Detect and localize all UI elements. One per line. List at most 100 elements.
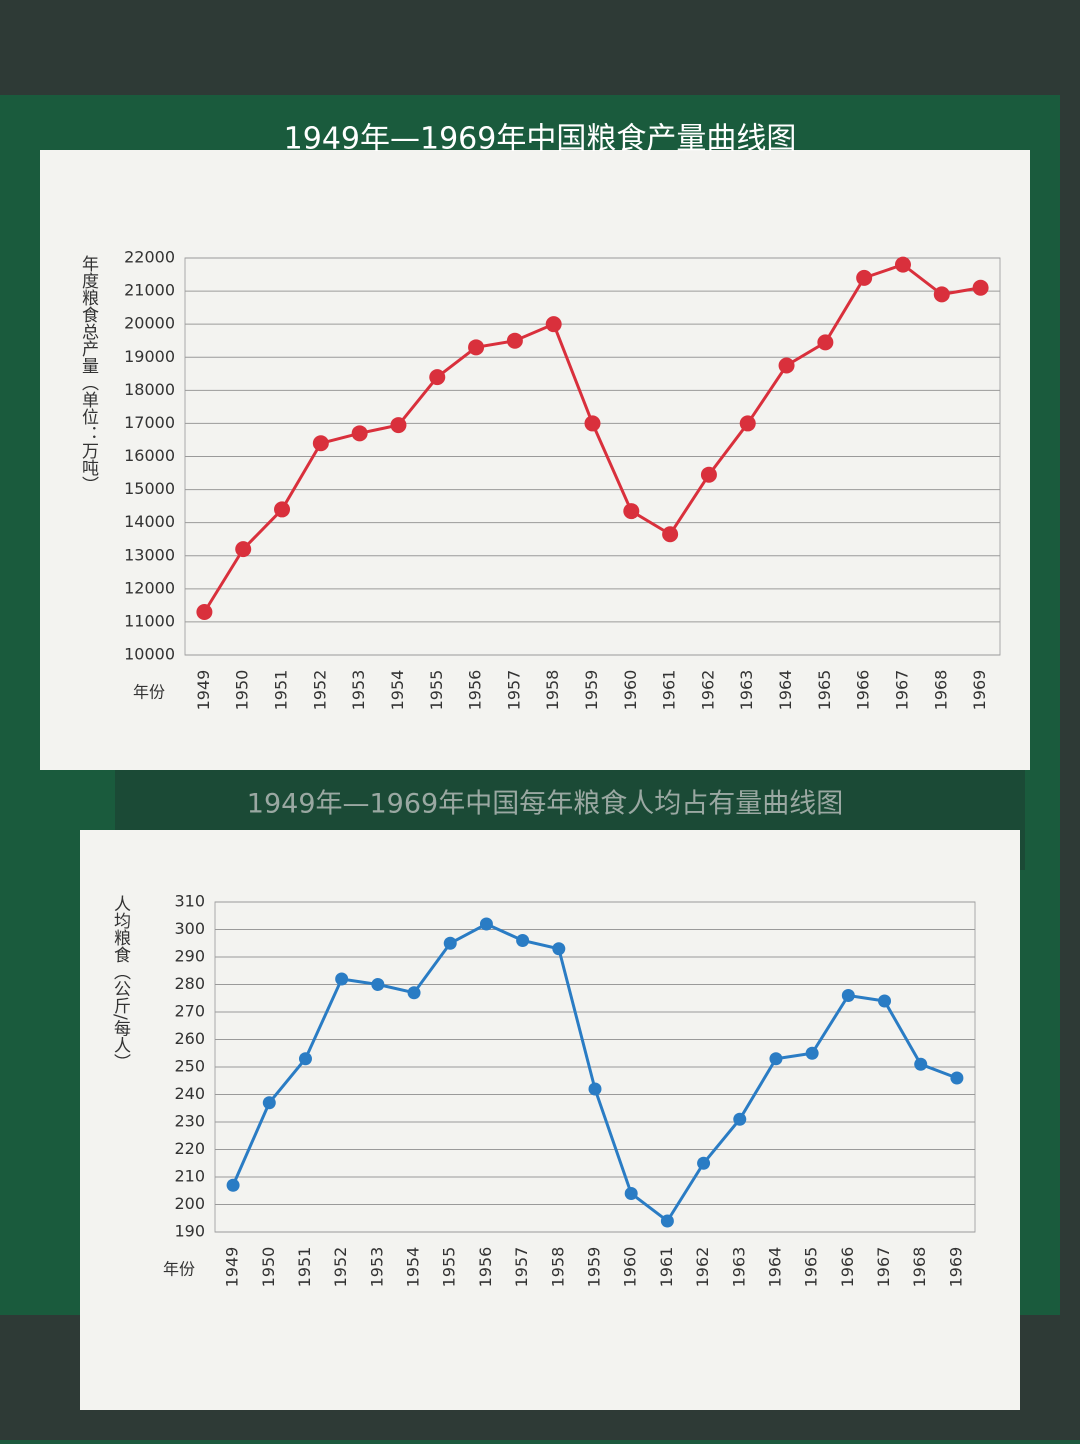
point xyxy=(933,286,950,303)
point xyxy=(516,934,530,947)
point xyxy=(390,417,407,434)
y-tick-label: 11000 xyxy=(124,611,175,630)
x-tick-label: 1954 xyxy=(404,1247,423,1288)
x-tick-label: 1966 xyxy=(838,1247,857,1288)
point xyxy=(778,357,795,374)
x-tick-label: 1958 xyxy=(543,670,562,711)
point xyxy=(624,1187,638,1200)
x-tick-label: 1949 xyxy=(223,1247,242,1288)
point xyxy=(894,256,911,273)
point xyxy=(335,972,349,986)
x-tick-label: 1965 xyxy=(815,670,834,711)
point xyxy=(841,989,855,1002)
x-tick-label: 1956 xyxy=(466,670,485,711)
point xyxy=(623,503,640,520)
point xyxy=(660,1214,674,1228)
point xyxy=(443,936,457,950)
point xyxy=(697,1156,711,1170)
x-tick-label: 1951 xyxy=(272,670,291,711)
y-tick-label: 16000 xyxy=(124,446,175,465)
chart-title: 1949年—1969年中国每年粮食人均占有量曲线图 xyxy=(247,789,843,820)
x-tick-label: 1959 xyxy=(582,670,601,711)
point xyxy=(274,501,291,518)
x-tick-label: 1969 xyxy=(970,670,989,711)
point xyxy=(950,1071,964,1085)
point xyxy=(235,541,252,558)
x-tick-label: 1969 xyxy=(946,1247,965,1288)
y-tick-label: 230 xyxy=(174,1112,205,1131)
y-axis-label: 年度粮食总产量（单位：万吨） xyxy=(78,255,99,493)
y-tick-label: 250 xyxy=(174,1057,205,1076)
x-tick-label: 1955 xyxy=(440,1247,459,1288)
point xyxy=(429,369,446,386)
chart-title: 1949年—1969年中国粮食产量曲线图 xyxy=(284,122,797,157)
point xyxy=(468,339,485,356)
x-tick-label: 1964 xyxy=(776,670,795,711)
y-tick-label: 310 xyxy=(174,892,205,911)
x-tick-label: 1968 xyxy=(931,670,950,711)
x-tick-label: 1961 xyxy=(660,670,679,711)
x-tick-label: 1962 xyxy=(698,670,717,711)
point xyxy=(196,603,213,620)
x-tick-label: 1959 xyxy=(585,1247,604,1288)
point xyxy=(262,1096,276,1110)
y-tick-label: 18000 xyxy=(124,380,175,399)
point xyxy=(769,1052,783,1066)
point xyxy=(805,1046,819,1060)
y-tick-label: 13000 xyxy=(124,545,175,564)
point xyxy=(407,986,421,1000)
point xyxy=(312,435,329,452)
x-tick-label: 1958 xyxy=(548,1247,567,1288)
y-tick-label: 190 xyxy=(174,1222,205,1241)
y-tick-label: 22000 xyxy=(124,248,175,267)
x-tick-label: 1963 xyxy=(737,670,756,711)
x-tick-label: 1960 xyxy=(621,1247,640,1288)
x-tick-label: 1961 xyxy=(657,1247,676,1288)
y-tick-label: 300 xyxy=(174,919,205,938)
y-axis-label: 人均粮食（公斤/每人） xyxy=(110,895,131,1071)
y-tick-label: 270 xyxy=(174,1002,205,1021)
x-tick-label: 1955 xyxy=(427,670,446,711)
y-tick-label: 20000 xyxy=(124,314,175,333)
y-tick-label: 21000 xyxy=(124,281,175,300)
x-tick-label: 1968 xyxy=(910,1247,929,1288)
y-tick-label: 12000 xyxy=(124,578,175,597)
x-tick-label: 1949 xyxy=(194,670,213,711)
point xyxy=(817,334,834,351)
y-tick-label: 15000 xyxy=(124,479,175,498)
x-tick-label: 1952 xyxy=(331,1247,350,1288)
x-tick-label: 1963 xyxy=(729,1247,748,1288)
panel xyxy=(80,830,1020,1410)
y-tick-label: 10000 xyxy=(124,645,175,664)
y-tick-label: 210 xyxy=(174,1167,205,1186)
y-tick-label: 220 xyxy=(174,1139,205,1158)
y-tick-label: 240 xyxy=(174,1084,205,1103)
x-tick-label: 1953 xyxy=(367,1247,386,1288)
point xyxy=(351,425,368,442)
x-tick-label: 1966 xyxy=(854,670,873,711)
point xyxy=(371,978,385,991)
panel xyxy=(40,150,1030,770)
x-tick-label: 1950 xyxy=(259,1247,278,1288)
y-tick-label: 280 xyxy=(174,974,205,993)
x-axis-label: 年份 xyxy=(163,1260,195,1279)
x-axis-label: 年份 xyxy=(133,683,165,702)
point xyxy=(856,269,873,286)
point xyxy=(506,332,523,349)
point xyxy=(479,917,493,931)
x-tick-label: 1962 xyxy=(693,1247,712,1288)
point xyxy=(662,526,679,543)
point xyxy=(545,316,562,333)
x-tick-label: 1967 xyxy=(892,670,911,711)
point xyxy=(226,1178,240,1192)
x-tick-label: 1957 xyxy=(512,1247,531,1288)
y-tick-label: 200 xyxy=(174,1194,205,1213)
point xyxy=(584,415,601,432)
x-tick-label: 1956 xyxy=(476,1247,495,1288)
point xyxy=(878,994,892,1008)
x-tick-label: 1967 xyxy=(874,1247,893,1288)
point xyxy=(914,1057,928,1071)
x-tick-label: 1951 xyxy=(295,1247,314,1288)
